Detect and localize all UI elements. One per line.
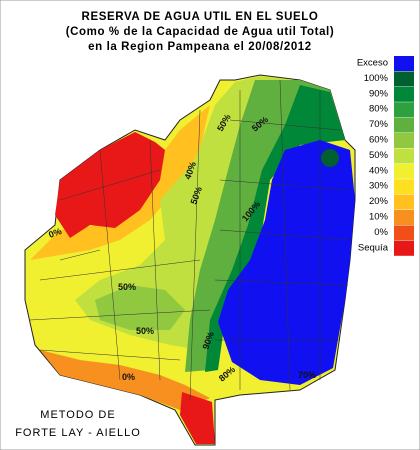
contour-label: 0%	[47, 226, 63, 240]
legend-swatch	[394, 179, 414, 195]
legend-swatch	[394, 210, 414, 225]
map	[24, 74, 356, 446]
legend-swatch	[394, 102, 414, 118]
region-full	[321, 149, 339, 167]
legend-label: 50%	[369, 150, 389, 161]
title-line: RESERVA DE AGUA UTIL EN EL SUELO	[82, 11, 319, 23]
legend: Exceso 100% 90% 80% 70% 60% 50% 40% 30% 20% 10% 0% S…	[357, 56, 414, 256]
contour-label: 50%	[118, 282, 136, 292]
legend-swatch	[394, 133, 414, 148]
region-midgreen	[95, 285, 185, 330]
legend-label: 100%	[364, 73, 389, 84]
legend-swatch	[394, 71, 414, 87]
title-line: (Como % de la Capacidad de Agua util Tot…	[66, 26, 335, 38]
department-borders	[29, 79, 351, 401]
contour-label: 70%	[298, 370, 316, 380]
legend-label: 20%	[369, 196, 389, 207]
legend-label: 40%	[369, 165, 389, 176]
footer-line: FORTE LAY - AIELLO	[15, 427, 141, 439]
legend-label: 30%	[369, 181, 389, 192]
legend-label: 10%	[369, 212, 389, 223]
region-excess	[218, 140, 355, 385]
legend-label: 60%	[369, 135, 389, 146]
title-line: en la Region Pampeana el 20/08/2012	[88, 41, 312, 53]
legend-swatch	[394, 163, 414, 179]
footer-line: METODO DE	[40, 409, 115, 421]
legend-swatch	[394, 56, 414, 71]
legend-label: 80%	[369, 104, 389, 115]
legend-swatch	[394, 86, 414, 102]
legend-label: 90%	[369, 88, 389, 99]
contour-label: 0%	[122, 372, 135, 382]
region-orange	[30, 105, 210, 260]
legend-label: 70%	[369, 119, 389, 130]
region-drought-south	[180, 392, 215, 444]
legend-label: 0%	[374, 227, 388, 238]
legend-label: Sequía	[358, 242, 389, 253]
legend-swatch	[394, 225, 414, 241]
legend-swatch	[394, 240, 414, 256]
legend-label: Exceso	[357, 58, 388, 69]
contour-label: 50%	[136, 326, 154, 336]
legend-swatch	[394, 148, 414, 164]
legend-swatch	[394, 117, 414, 133]
region-orange-south	[40, 350, 210, 410]
region-darkgreen	[205, 85, 345, 372]
legend-swatch	[394, 194, 414, 210]
